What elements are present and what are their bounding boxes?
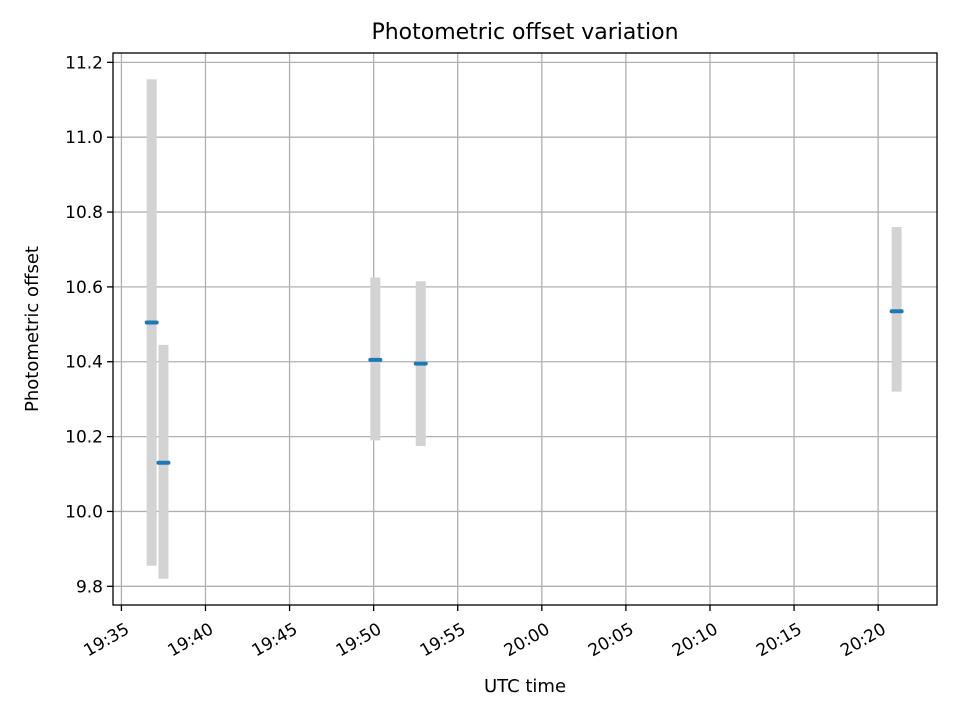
y-tick-label: 9.8 bbox=[76, 577, 103, 597]
y-tick-label: 10.2 bbox=[65, 428, 103, 448]
y-tick-label: 10.4 bbox=[65, 353, 103, 373]
y-tick-label: 11.0 bbox=[65, 128, 103, 148]
y-axis-label: Photometric offset bbox=[22, 246, 43, 412]
y-tick-label: 10.6 bbox=[65, 278, 103, 298]
y-axis-ticks: 9.8 10.0 10.2 10.4 10.6 10.8 11.0 11.2 bbox=[65, 53, 113, 597]
data-points bbox=[144, 309, 904, 465]
y-tick-label: 10.0 bbox=[65, 502, 103, 522]
plot-area-frame bbox=[112, 52, 938, 606]
y-tick-label: 10.8 bbox=[65, 203, 103, 223]
x-axis-label: UTC time bbox=[484, 676, 566, 697]
chart-title: Photometric offset variation bbox=[371, 20, 678, 45]
y-tick-label: 11.2 bbox=[65, 53, 103, 73]
grid bbox=[113, 53, 937, 605]
